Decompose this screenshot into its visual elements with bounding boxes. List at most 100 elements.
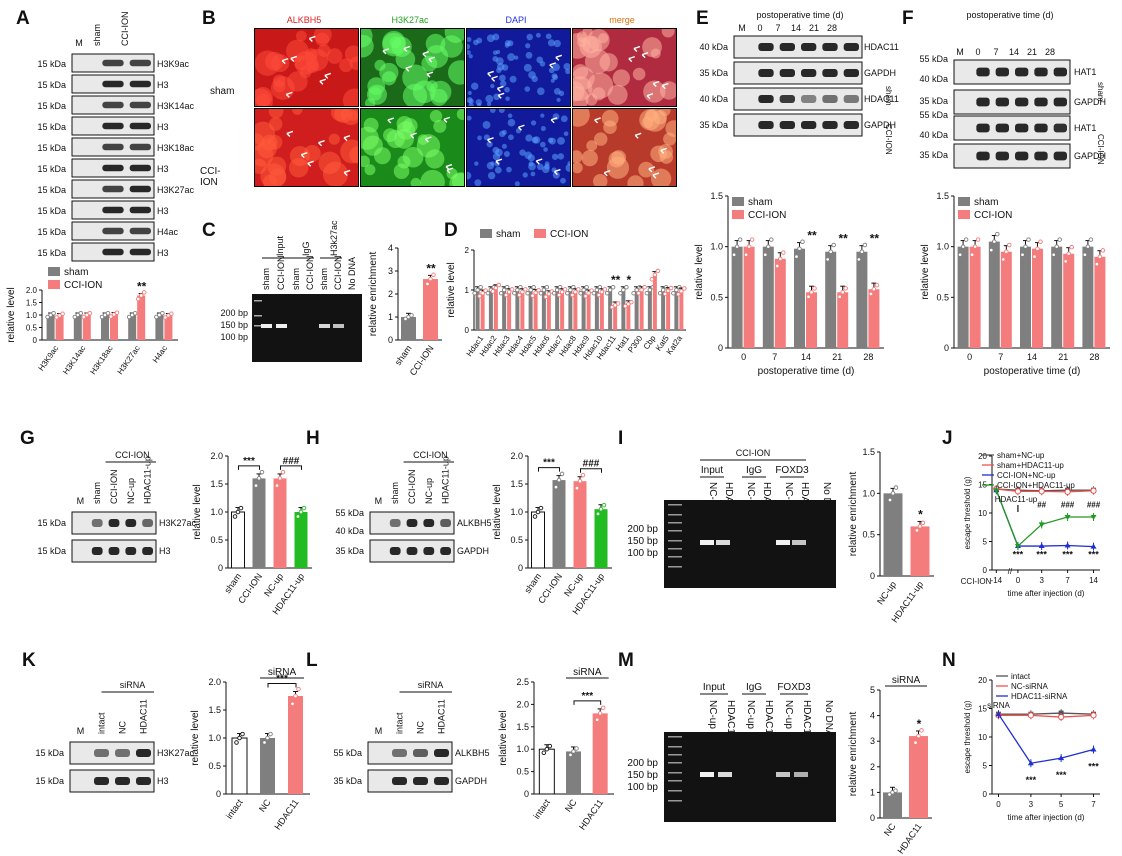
- series-marker-J: [1090, 514, 1097, 520]
- data-dot-L: [574, 746, 579, 751]
- data-dot-E: [778, 256, 783, 262]
- bar-H: [552, 480, 566, 568]
- bar-D: [666, 290, 671, 330]
- blot-band-g: [108, 519, 120, 527]
- cell-blob: [659, 81, 676, 100]
- data-dot-H: [574, 485, 580, 491]
- data-dot-D: [671, 290, 676, 296]
- data-dot-E: [781, 250, 786, 255]
- y-tick-label-K: 1.5: [208, 705, 221, 715]
- cell-blob: [495, 57, 504, 65]
- bar-E: [794, 248, 805, 348]
- data-dot-D: [478, 284, 483, 290]
- x-tick-label-J: 14: [1089, 576, 1098, 585]
- y-tick-label-G: 0: [218, 563, 223, 573]
- blot-band-a: [129, 164, 151, 172]
- data-dot-G: [277, 476, 283, 481]
- sig-G: ###: [283, 456, 300, 467]
- y-tick-label-D: 1: [465, 286, 470, 295]
- y-tick-label-M: 3: [870, 736, 875, 746]
- blot-label-a: H3: [157, 206, 169, 216]
- cell-blob: [556, 97, 561, 102]
- data-dot-K: [237, 735, 242, 741]
- bracket-label-M: siRNA: [892, 675, 921, 686]
- bar-A: [155, 315, 164, 340]
- annotation-sirna-n: siRNA: [987, 701, 1010, 710]
- y-tick-label-L: 1.0: [516, 744, 529, 754]
- y-tick-label-A: 2.0: [26, 286, 38, 295]
- blot-band-k: [136, 749, 151, 757]
- lane-marker-l: M: [375, 726, 383, 736]
- data-dot-F: [969, 252, 975, 258]
- ladder-band-i: [668, 530, 682, 532]
- ladder-band-c: [254, 315, 262, 317]
- blot-band-k: [94, 749, 109, 757]
- data-dot-H: [595, 511, 601, 517]
- series-line-N: [998, 714, 1094, 718]
- data-dot-H: [538, 505, 544, 511]
- bar-A: [82, 315, 91, 340]
- arrow-marker: [422, 51, 430, 58]
- bar-D: [488, 290, 493, 330]
- bar-D: [652, 274, 657, 330]
- blot-band-f: [995, 67, 1009, 77]
- y-tick-label-I: 1.5: [862, 447, 875, 457]
- series-marker-N: [1027, 712, 1034, 719]
- data-dot-D: [496, 282, 502, 288]
- data-dot-F: [1069, 244, 1074, 250]
- y-tick-label-J: 0: [983, 566, 988, 575]
- blot-header-e: postoperative time (d): [756, 10, 843, 20]
- y-tick-label-L: 0.5: [516, 767, 529, 777]
- kda-label-e: 40 kDa: [699, 94, 728, 104]
- data-dot-D: [609, 304, 615, 310]
- blot-band-f: [1053, 67, 1067, 77]
- data-dot-K: [268, 731, 273, 737]
- ladder-label-c: 150 bp: [220, 320, 248, 330]
- cell-blob: [507, 113, 513, 119]
- series-line-N: [998, 712, 1094, 715]
- group-label-f2: CCI-ION: [1096, 134, 1105, 165]
- cell-blob: [547, 39, 555, 47]
- kda-label-f: 55 kDa: [919, 54, 948, 64]
- lane-label-c: CCI-ION: [333, 256, 343, 291]
- sig-L: ***: [581, 691, 593, 702]
- cell-blob: [322, 161, 349, 186]
- blot-frame-e: [733, 113, 863, 137]
- blot-band-e: [843, 121, 859, 129]
- micrograph-texture: [573, 109, 676, 186]
- data-dot-C: [425, 281, 430, 287]
- blot-band-e: [779, 69, 795, 77]
- data-dot-D: [509, 287, 515, 292]
- cell-blob: [507, 118, 516, 127]
- cell-blob: [499, 130, 506, 138]
- blot-band-h: [406, 547, 418, 555]
- data-dot-F: [1082, 252, 1088, 258]
- blot-band-e: [843, 69, 859, 77]
- cell-blob: [661, 29, 675, 38]
- sig-I: *: [918, 507, 923, 521]
- bar-L: [592, 713, 608, 794]
- blot-label-a: H3: [157, 80, 169, 90]
- data-dot-E: [828, 249, 833, 254]
- blot-band-l: [392, 777, 407, 785]
- cell-blob: [456, 109, 464, 120]
- bar-D: [586, 293, 591, 330]
- series-marker-J: [1014, 488, 1022, 495]
- data-dot-E: [859, 249, 865, 254]
- cell-blob: [492, 50, 498, 56]
- bar-D: [679, 291, 684, 330]
- data-dot-E: [763, 252, 768, 258]
- y-tick-label-D: 2: [465, 246, 470, 255]
- data-dot-A: [138, 293, 144, 298]
- sig-star-n: ***: [1026, 775, 1037, 785]
- data-dot-D: [517, 292, 522, 298]
- data-dot-E: [874, 282, 880, 288]
- series-marker-J: [1038, 522, 1045, 528]
- kda-label-f: 55 kDa: [919, 110, 948, 120]
- arrow-marker: [634, 132, 642, 139]
- arrow-marker: [652, 172, 660, 179]
- y-tick-label-F: 0.5: [936, 292, 949, 302]
- cell-blob: [361, 155, 370, 168]
- arrow-marker: [497, 92, 505, 99]
